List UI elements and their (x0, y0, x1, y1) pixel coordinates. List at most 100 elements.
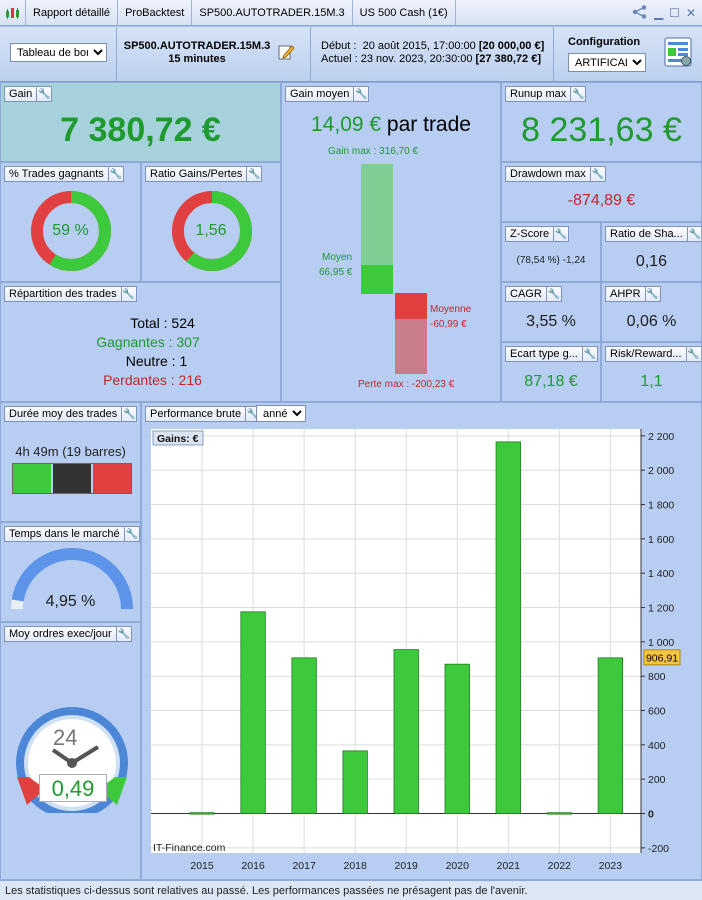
y-tick-label: 400 (648, 740, 666, 752)
config-section: Configuration ARTIFICALL (554, 27, 702, 82)
wrench-icon[interactable]: 🔧 (644, 287, 659, 301)
tab-instrument[interactable]: US 500 Cash (1€) (353, 0, 456, 26)
tab-rapport-detaille[interactable]: Rapport détaillé (26, 0, 119, 26)
perte-max-label: Perte max : -200,23 € (358, 379, 455, 390)
wrench-icon[interactable]: 🔧 (36, 87, 51, 101)
x-tick-label: 2023 (599, 860, 623, 872)
trades-gagnants-panel: % Trades gagnants 🔧 59 % (0, 162, 141, 282)
app-chart-icon (0, 0, 26, 26)
ahpr-value: 0,06 % (626, 313, 677, 330)
tab-strategy[interactable]: SP500.AUTOTRADER.15M.3 (192, 0, 353, 26)
wrench-icon[interactable]: 🔧 (107, 167, 123, 181)
title-bar: Rapport détaillé ProBacktest SP500.AUTOT… (0, 0, 702, 26)
strategy-name: SP500.AUTOTRADER.15M.3 (123, 40, 271, 52)
y-tick-label: -200 (648, 843, 669, 855)
moyenne-value: -60,99 € (430, 319, 467, 330)
wrench-icon[interactable]: 🔧 (545, 287, 560, 301)
period-select[interactable]: année (256, 405, 306, 422)
gagnantes-trades: Gagnantes : 307 (96, 334, 200, 350)
sharpe-panel: Ratio de Sha... 🔧 0,16 (601, 222, 702, 282)
risk-panel: Risk/Reward... 🔧 1,1 (601, 342, 702, 402)
wrench-icon[interactable]: 🔧 (115, 627, 130, 641)
ecart-title: Ecart type g... 🔧 (505, 346, 598, 362)
ratio-value: 1,56 (195, 222, 227, 239)
maximize-icon[interactable]: ☐ (669, 5, 680, 20)
bar-2022 (546, 812, 572, 815)
bar-2018 (342, 750, 368, 814)
gain-panel: Gain 🔧 7 380,72 € (0, 82, 281, 162)
wrench-icon[interactable]: 🔧 (685, 347, 700, 361)
ratio-donut (172, 191, 252, 271)
start-capital: [20 000,00 €] (478, 40, 545, 52)
wrench-icon[interactable]: 🔧 (570, 87, 585, 101)
y-tick-label: 600 (648, 706, 666, 718)
bar-2015 (189, 812, 215, 815)
dashboard-select[interactable]: Tableau de bord (10, 43, 107, 62)
tab-probacktest[interactable]: ProBacktest (118, 0, 193, 26)
wrench-icon[interactable]: 🔧 (246, 167, 261, 181)
sharpe-title: Ratio de Sha... 🔧 (605, 226, 701, 242)
bar-2020 (444, 663, 470, 814)
trades-gagnants-donut (31, 191, 111, 271)
risk-value: 1,1 (640, 373, 663, 390)
temps-value: 4,95 % (45, 593, 96, 610)
share-icon[interactable] (632, 4, 648, 21)
bar-2023 (597, 657, 624, 814)
wrench-icon[interactable]: 🔧 (121, 407, 136, 421)
start-date: 20 août 2015, 17:00:00 (362, 40, 476, 52)
y-tick-label: 1 000 (648, 637, 674, 649)
ratio-title: Ratio Gains/Pertes 🔧 (145, 166, 263, 182)
trades-gagnants-title: % Trades gagnants 🔧 (4, 166, 124, 182)
current-date: 23 nov. 2023, 20:30:00 (360, 53, 473, 65)
timeframe: 15 minutes (168, 53, 226, 65)
ordres-panel: Moy ordres exec/jour 🔧 24 0,49 (0, 622, 141, 880)
ordres-title: Moy ordres exec/jour 🔧 (4, 626, 132, 642)
header: Tableau de bord SP500.AUTOTRADER.15M.3 1… (0, 27, 702, 82)
minimize-icon[interactable]: ▁ (653, 5, 664, 20)
loss-moyenne-bar (395, 293, 427, 319)
wrench-icon[interactable]: 🔧 (353, 87, 368, 101)
cagr-panel: CAGR 🔧 3,55 % (501, 282, 601, 342)
chart-title-box (152, 430, 204, 446)
wrench-icon[interactable]: 🔧 (581, 347, 597, 361)
wrench-icon[interactable]: 🔧 (245, 407, 260, 421)
wrench-icon[interactable]: 🔧 (553, 227, 568, 241)
ratio-panel: Ratio Gains/Pertes 🔧 1,56 (141, 162, 281, 282)
performance-panel: Performance brute 🔧 année -200 0 200 400 600 8… (141, 402, 702, 880)
bar-2017 (291, 657, 317, 814)
cagr-value: 3,55 % (526, 313, 576, 330)
duree-neutral-segment (53, 464, 93, 493)
wrench-icon[interactable]: 🔧 (686, 227, 701, 241)
bar-2019 (393, 649, 419, 814)
y-tick-label: 1 400 (648, 568, 674, 580)
ordres-value: 0,49 (39, 774, 107, 802)
report-settings-icon[interactable] (664, 37, 692, 70)
drawdown-value: -874,89 € (567, 192, 636, 209)
ecart-panel: Ecart type g... 🔧 87,18 € (501, 342, 601, 402)
zscore-panel: Z-Score 🔧 (78,54 %) -1,24 (501, 222, 601, 282)
ahpr-panel: AHPR 🔧 0,06 % (601, 282, 702, 342)
wrench-icon[interactable]: 🔧 (589, 167, 605, 181)
highlight-value-label: 906,91 (646, 652, 678, 664)
duree-title: Durée moy des trades 🔧 (4, 406, 138, 422)
wrench-icon[interactable]: 🔧 (123, 527, 138, 541)
ecart-value: 87,18 € (524, 373, 578, 390)
gain-value: 7 380,72 € (60, 111, 221, 149)
x-tick-label: 2018 (343, 860, 367, 872)
risk-title: Risk/Reward... 🔧 (605, 346, 701, 362)
performance-chart: -200 0 200 400 600 800 1 000 1 200 1 400 1 600 1 8… (151, 429, 681, 872)
y-tick-label: 0 (648, 809, 654, 821)
donut-win-arc (31, 191, 111, 271)
current-capital: [27 380,72 €] (475, 53, 541, 65)
runup-value: 8 231,63 € (521, 111, 682, 149)
strategy-section: SP500.AUTOTRADER.15M.3 15 minutes (117, 27, 311, 82)
duree-win-segment (13, 464, 53, 493)
x-tick-label: 2021 (497, 860, 521, 872)
x-tick-label: 2022 (548, 860, 572, 872)
y-tick-label: 800 (648, 671, 666, 683)
wrench-icon[interactable]: 🔧 (120, 287, 135, 301)
config-select[interactable]: ARTIFICALL (568, 53, 646, 72)
current-label: Actuel : (321, 53, 358, 65)
close-icon[interactable]: ✕ (685, 5, 696, 20)
edit-icon[interactable] (277, 43, 295, 64)
